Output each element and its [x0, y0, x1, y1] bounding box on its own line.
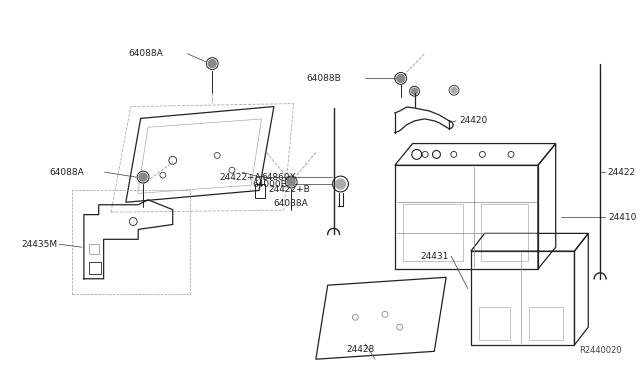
Text: 64088A: 64088A: [274, 199, 308, 208]
Bar: [72, 190, 191, 294]
Bar: [255, 184, 264, 198]
Circle shape: [335, 179, 346, 189]
Circle shape: [139, 173, 147, 181]
Text: 64088A: 64088A: [49, 168, 84, 177]
Circle shape: [451, 87, 457, 93]
Bar: [481, 204, 528, 261]
Bar: [255, 176, 264, 184]
Bar: [89, 244, 99, 254]
Bar: [395, 165, 538, 269]
Circle shape: [208, 60, 216, 68]
Bar: [479, 307, 510, 340]
Text: 24420: 24420: [459, 116, 487, 125]
Circle shape: [412, 88, 417, 94]
Bar: [403, 204, 463, 261]
Text: 24422+A: 24422+A: [220, 173, 262, 182]
Circle shape: [287, 178, 295, 186]
Text: 64088B: 64088B: [306, 74, 340, 83]
Circle shape: [397, 74, 404, 82]
Text: 24410: 24410: [608, 212, 636, 222]
Bar: [471, 251, 575, 345]
Text: 24428: 24428: [346, 345, 374, 355]
Text: 24422+B: 24422+B: [268, 186, 310, 195]
Bar: [89, 262, 100, 274]
Text: 64860X: 64860X: [262, 173, 296, 182]
Text: 24431: 24431: [420, 251, 449, 260]
Text: R2440020: R2440020: [579, 346, 622, 355]
Text: 24435M: 24435M: [22, 240, 58, 249]
Text: 64088A: 64088A: [128, 49, 163, 58]
Text: 64000E: 64000E: [252, 180, 286, 189]
Bar: [529, 307, 563, 340]
Text: 24422: 24422: [607, 168, 635, 177]
